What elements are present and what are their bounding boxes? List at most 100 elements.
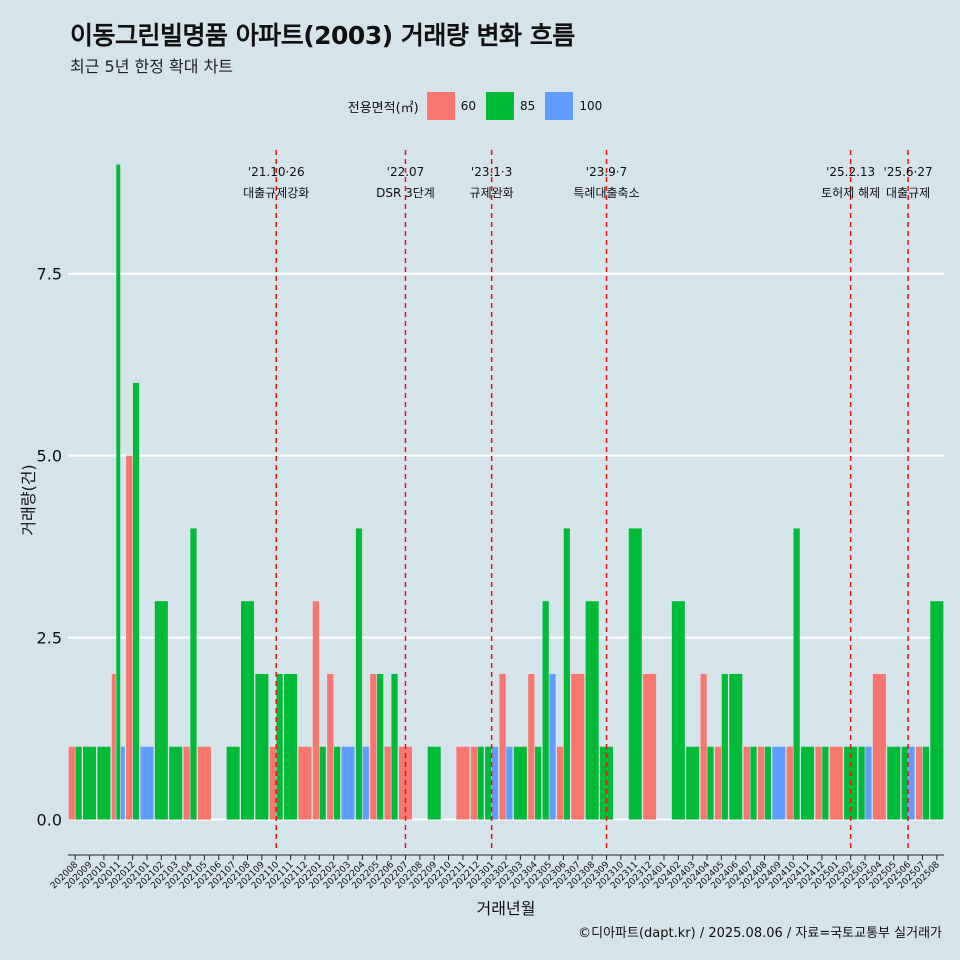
- y-axis-title: 거래량(건): [19, 464, 38, 535]
- bar-60-202211: [456, 746, 470, 820]
- legend: 전용면적(㎡) 60 85 100: [0, 92, 960, 120]
- legend-item-100: 100: [545, 92, 602, 120]
- legend-label-100: 100: [579, 99, 603, 113]
- bar-85-202012: [132, 382, 140, 820]
- bar-85-202304: [535, 746, 542, 820]
- annotation-label: DSR 3단계: [376, 186, 435, 200]
- chart-subtitle: 최근 5년 한정 확대 차트: [70, 57, 234, 76]
- annotation-date: '21.10·26: [248, 165, 305, 179]
- annotation-date: '25.2.13: [826, 165, 875, 179]
- bar-100-202305: [549, 673, 556, 820]
- y-tick-label: 2.5: [37, 629, 62, 648]
- annotation-date: '22.07: [387, 165, 425, 179]
- bar-60-202205: [370, 673, 377, 820]
- bar-85-202209: [427, 746, 441, 820]
- bar-100-202503: [865, 746, 872, 820]
- y-tick-label: 0.0: [37, 811, 62, 830]
- bar-85-202301: [485, 746, 492, 820]
- bar-60-202008: [68, 746, 75, 820]
- bar-60-202012: [126, 455, 133, 820]
- bar-60-202202: [327, 673, 334, 820]
- legend-item-85: 85: [486, 92, 535, 120]
- bar-60-202504: [872, 673, 886, 820]
- bar-60-202105: [197, 746, 211, 820]
- bar-85-202404: [707, 746, 714, 820]
- bar-85-202402: [671, 601, 685, 820]
- y-tick-label: 5.0: [37, 447, 62, 466]
- bar-100-202506: [908, 746, 915, 820]
- bar-60-202212: [470, 746, 477, 820]
- bar-85-202406: [729, 673, 743, 820]
- bar-60-202302: [499, 673, 506, 820]
- annotation-label: 규제완화: [470, 186, 514, 200]
- bar-85-202412: [822, 746, 829, 820]
- bar-85-202204: [355, 528, 363, 820]
- legend-swatch-100: [545, 92, 574, 120]
- annotation-date: '23.1·3: [471, 165, 512, 179]
- bar-85-202411: [801, 746, 815, 820]
- bar-85-202011: [116, 164, 121, 820]
- gridlines: [68, 272, 944, 821]
- bar-85-202008: [75, 746, 82, 820]
- bar-85-202108: [240, 601, 255, 820]
- x-axis: 2020082020092020102020112020122021012021…: [49, 854, 944, 891]
- annotation-label: 대출규제강화: [243, 186, 309, 200]
- bar-85-202107: [226, 746, 240, 820]
- source-caption: ©디아파트(dapt.kr) / 2025.08.06 / 자료=국토교통부 실…: [578, 926, 942, 941]
- bar-85-202403: [686, 746, 700, 820]
- bar-60-202405: [714, 746, 722, 820]
- bar-100-202204: [362, 746, 369, 820]
- chart-title: 이동그린빌명품 아파트(2003) 거래량 변화 흐름: [70, 21, 575, 50]
- bar-85-202408: [764, 746, 772, 820]
- y-axis-ticks: 0.0 2.5 5.0 7.5: [37, 265, 62, 830]
- bar-85-202505: [887, 746, 901, 820]
- bar-60-202304: [528, 673, 535, 820]
- legend-label-60: 60: [460, 99, 477, 113]
- bar-85-202110: [276, 673, 283, 820]
- bar-85-202202: [333, 746, 341, 820]
- legend-item-60: 60: [426, 92, 477, 120]
- bar-85-202009: [83, 746, 97, 820]
- annotation-date: '23.9·7: [586, 165, 627, 179]
- bar-85-202201: [319, 746, 326, 820]
- bar-85-202109: [255, 673, 269, 820]
- bar-60-202312: [643, 673, 657, 820]
- bar-60-202408: [757, 746, 765, 820]
- bars: [68, 164, 944, 820]
- bar-60-202412: [815, 746, 822, 820]
- bar-60-202307: [571, 673, 585, 820]
- bar-100-202203: [341, 746, 355, 820]
- bar-85-202308: [585, 601, 599, 820]
- bar-85-202010: [97, 746, 111, 820]
- bar-60-202507: [915, 746, 923, 820]
- bar-60-202104: [183, 746, 190, 820]
- bar-85-202305: [542, 601, 549, 820]
- bar-60-202112: [298, 746, 312, 820]
- bar-100-202409: [772, 746, 786, 820]
- bar-85-202506: [901, 746, 908, 820]
- bar-85-202306: [563, 528, 570, 820]
- legend-swatch-60: [426, 92, 455, 120]
- annotation-label: 토허제 해제: [821, 186, 880, 200]
- bar-85-202103: [169, 746, 183, 820]
- bar-85-202102: [154, 601, 168, 820]
- annotation-label: 대출규제: [886, 186, 930, 200]
- bar-85-202405: [721, 673, 728, 820]
- bar-60-202206: [384, 746, 391, 820]
- annotation-date: '25.6·27: [884, 165, 933, 179]
- bar-85-202111: [284, 673, 298, 820]
- y-tick-label: 7.5: [37, 265, 62, 284]
- bar-85-202407: [750, 746, 757, 820]
- bar-100-202301: [491, 746, 499, 820]
- bar-100-202101: [140, 746, 154, 820]
- bar-85-202206: [391, 673, 398, 820]
- bar-85-202503: [858, 746, 865, 820]
- bar-60-202501: [829, 746, 843, 820]
- legend-title: 전용면적(㎡): [347, 100, 419, 116]
- legend-swatch-85: [486, 92, 515, 120]
- bar-60-202110: [269, 746, 276, 820]
- bar-85-202212: [477, 746, 484, 820]
- annotations: '21.10·26 대출규제강화 '22.07 DSR 3단계 '23.1·3 규제완화 '…: [243, 165, 933, 200]
- bar-85-202410: [793, 528, 800, 820]
